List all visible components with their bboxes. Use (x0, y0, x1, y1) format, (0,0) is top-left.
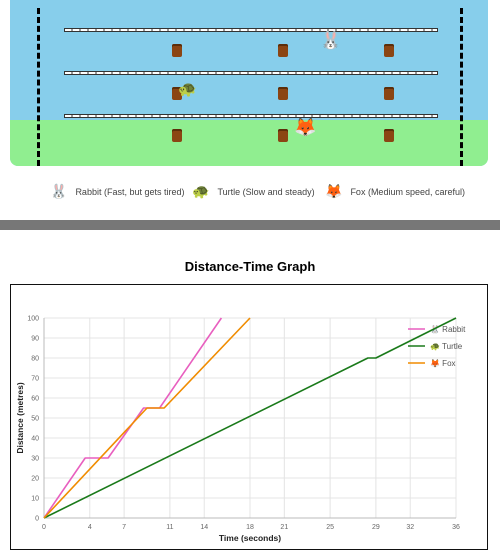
stump-obstacle (384, 129, 394, 142)
legend-item-turtle: 🐢 Turtle (Slow and steady) (192, 184, 315, 200)
stump-obstacle (384, 87, 394, 100)
y-tick-label: 90 (31, 336, 39, 343)
chart-title: Distance-Time Graph (184, 259, 316, 274)
stump-obstacle (384, 44, 394, 57)
y-tick-label: 40 (31, 436, 39, 443)
runner-legend: 🐰 Rabbit (Fast, but gets tired) 🐢 Turtle… (0, 184, 500, 204)
x-tick-label: 11 (166, 524, 173, 531)
x-tick-label: 0 (42, 524, 46, 531)
series-line-fox (43, 317, 251, 519)
y-tick-label: 70 (31, 376, 39, 383)
start-line (37, 8, 40, 166)
legend-item-rabbit: 🐰 Rabbit (Fast, but gets tired) (50, 184, 184, 200)
lane-divider (64, 28, 438, 32)
distance-time-chart: 0 10 20 30 40 50 60 70 80 90 100 0 4 7 11 14 18 21 25 29 32 3… (15, 316, 466, 544)
x-tick-label: 14 (200, 524, 208, 531)
x-tick-label: 32 (406, 524, 414, 531)
stump-obstacle (278, 129, 288, 142)
x-tick-label: 18 (246, 524, 254, 531)
turtle-runner-icon: 🐢 (178, 80, 197, 98)
legend-label: Rabbit (Fast, but gets tired) (75, 187, 185, 197)
chart-container: 0 10 20 30 40 50 60 70 80 90 100 0 4 7 11 14 18 21 25 29 32 3… (10, 284, 488, 550)
fox-runner-icon: 🦊 (294, 117, 317, 138)
section-divider (0, 220, 500, 230)
lane-divider (64, 114, 438, 118)
legend-entry-rabbit: 🐰 Rabbit (430, 324, 466, 334)
y-tick-label: 80 (31, 356, 39, 363)
x-tick-label: 25 (326, 524, 334, 531)
y-tick-label: 10 (31, 496, 39, 503)
race-track: 🐰 🐢 🦊 (10, 0, 488, 166)
stump-obstacle (172, 44, 182, 57)
x-tick-label: 36 (452, 524, 460, 531)
stump-obstacle (172, 87, 182, 100)
legend-label: Fox (Medium speed, careful) (350, 187, 465, 197)
rabbit-icon: 🐰 (50, 184, 68, 200)
legend-label: Turtle (Slow and steady) (217, 187, 315, 197)
x-tick-label: 7 (122, 524, 126, 531)
x-tick-label: 4 (88, 524, 92, 531)
legend-entry-fox: 🦊 Fox (430, 359, 456, 368)
y-tick-label: 100 (27, 316, 39, 323)
legend-item-fox: 🦊 Fox (Medium speed, careful) (325, 184, 465, 200)
rabbit-runner-icon: 🐰 (320, 31, 342, 51)
stump-obstacle (172, 129, 182, 142)
x-tick-label: 29 (372, 524, 380, 531)
x-axis-label: Time (seconds) (219, 533, 281, 543)
series-line-turtle (43, 317, 457, 519)
lane-divider (64, 71, 438, 75)
legend-entry-turtle: 🐢 Turtle (430, 342, 463, 351)
y-tick-label: 30 (31, 456, 39, 463)
y-tick-label: 20 (31, 476, 39, 483)
stump-obstacle (278, 87, 288, 100)
fox-icon: 🦊 (325, 184, 343, 200)
turtle-icon: 🐢 (192, 184, 210, 200)
series-line-rabbit (43, 317, 223, 519)
y-tick-label: 50 (31, 416, 39, 423)
y-axis-label: Distance (metres) (15, 382, 25, 454)
y-tick-label: 60 (31, 396, 39, 403)
y-tick-label: 0 (35, 516, 39, 523)
finish-line (460, 8, 463, 166)
grass-strip (10, 120, 488, 166)
stump-obstacle (278, 44, 288, 57)
x-tick-label: 21 (280, 524, 288, 531)
